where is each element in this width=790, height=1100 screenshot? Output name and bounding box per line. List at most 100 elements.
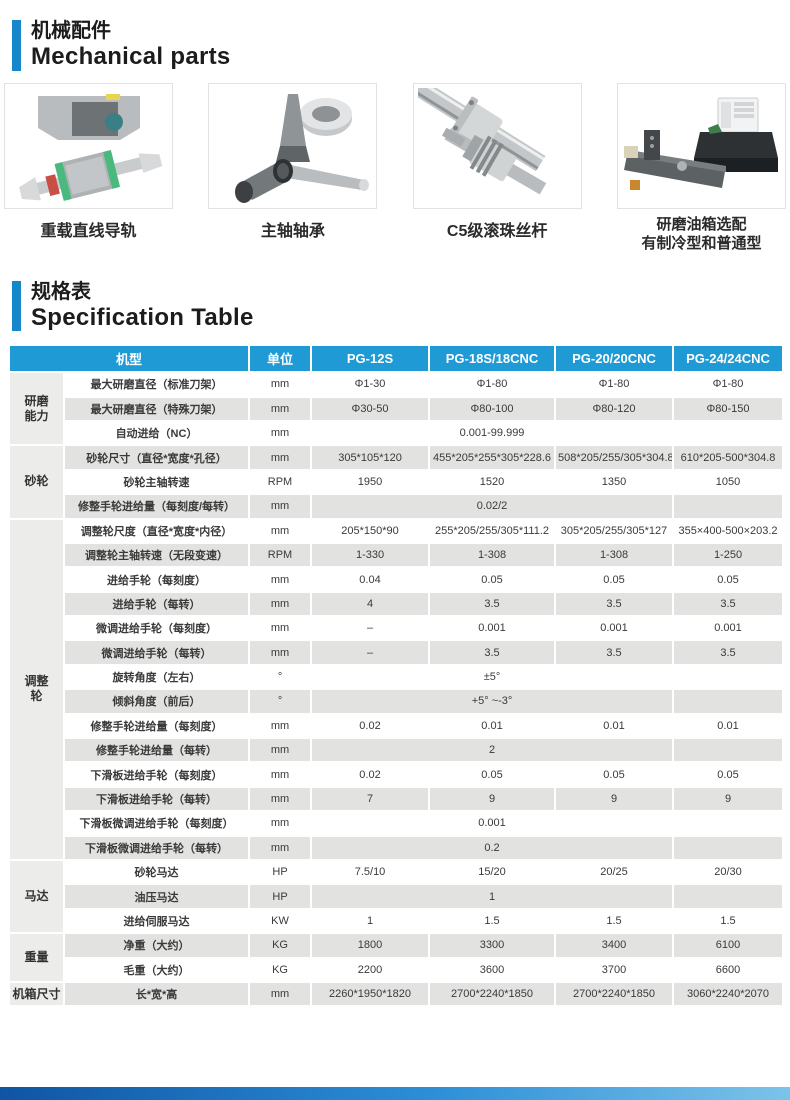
- spec-name-cell: 进给伺服马达: [62, 907, 251, 935]
- spec-name-cell: 砂轮尺寸（直径*宽度*孔径）: [62, 444, 251, 471]
- product-label: 主轴轴承: [260, 222, 325, 240]
- table-row: 旋转角度（左右） ° ±5°: [9, 663, 785, 691]
- value-cell: 1950: [310, 468, 431, 496]
- group-label: 机箱尺寸: [8, 980, 65, 1008]
- product-linear-guide: 重载直线导轨: [4, 82, 173, 254]
- value-cell: 1350: [554, 468, 675, 496]
- value-span-cell: +5° ~-3°: [310, 688, 675, 715]
- spec-name-cell: 调整轮尺度（直径*宽度*内径）: [62, 517, 251, 544]
- value-empty-cell: [672, 493, 785, 520]
- value-span-cell: 2: [310, 737, 675, 764]
- value-cell: 3.5: [554, 590, 675, 618]
- spec-name-cell: 旋转角度（左右）: [62, 663, 251, 691]
- value-empty-cell: [672, 810, 785, 837]
- spec-name-cell: 下滑板进给手轮（每转）: [62, 785, 251, 813]
- value-cell: –: [310, 639, 431, 666]
- header-model-3: PG-20/20CNC: [554, 344, 675, 374]
- value-cell: Φ1-30: [310, 371, 431, 398]
- value-cell: 3400: [554, 932, 675, 959]
- table-row: 修整手轮进给量（每转） mm 2: [9, 737, 785, 764]
- spec-name-cell: 修整手轮进给量（每刻度/每转）: [62, 493, 251, 520]
- spec-name-cell: 下滑板进给手轮（每刻度）: [62, 761, 251, 788]
- value-cell: Φ30-50: [310, 395, 431, 422]
- spec-name-cell: 长*宽*高: [62, 980, 251, 1008]
- value-cell: 0.001: [428, 615, 557, 642]
- header-model: 机型: [7, 344, 251, 374]
- product-label: C5级滚珠丝杆: [446, 222, 548, 240]
- value-cell: 3600: [428, 956, 557, 983]
- unit-cell: mm: [248, 737, 313, 764]
- unit-cell: mm: [248, 517, 313, 544]
- table-row: 油压马达 HP 1: [9, 883, 785, 910]
- unit-cell: mm: [248, 761, 313, 788]
- unit-cell: mm: [248, 980, 313, 1008]
- value-empty-cell: [672, 883, 785, 910]
- unit-cell: mm: [248, 371, 313, 398]
- value-cell: 305*205/255/305*127: [554, 517, 675, 544]
- unit-cell: mm: [248, 712, 313, 740]
- spec-name-cell: 进给手轮（每刻度）: [62, 566, 251, 593]
- spec-name-cell: 砂轮马达: [62, 858, 251, 886]
- linear-guide-photo: [4, 82, 173, 209]
- value-cell: 0.05: [554, 761, 675, 788]
- table-row: 进给伺服马达 KW 1 1.5 1.5 1.5: [9, 907, 785, 935]
- value-cell: 0.05: [428, 566, 557, 593]
- unit-cell: KG: [248, 932, 313, 959]
- unit-cell: mm: [248, 395, 313, 422]
- value-cell: 1050: [672, 468, 785, 496]
- spindle-bearing-illustration: [234, 93, 369, 203]
- value-empty-cell: [672, 688, 785, 715]
- unit-cell: °: [248, 663, 313, 691]
- spindle-bearing-photo: [208, 82, 378, 209]
- table-row: 最大研磨直径（特殊刀架） mm Φ30-50 Φ80-100 Φ80-120 Φ80-15…: [9, 395, 785, 422]
- value-cell: 1800: [310, 932, 431, 959]
- value-cell: –: [310, 615, 431, 642]
- value-empty-cell: [672, 419, 785, 447]
- value-cell: 455*205*255*305*228.6: [428, 444, 557, 471]
- spec-name-cell: 微调进给手轮（每刻度）: [62, 615, 251, 642]
- table-row: 毛重（大约） KG 2200 3600 3700 6600: [9, 956, 785, 983]
- table-row: 自动进给（NC） mm 0.001-99.999: [9, 419, 785, 447]
- value-empty-cell: [672, 834, 785, 862]
- spec-name-cell: 净重（大约）: [62, 932, 251, 959]
- unit-cell: mm: [248, 615, 313, 642]
- spec-name-cell: 下滑板微调进给手轮（每刻度）: [62, 810, 251, 837]
- value-span-cell: 0.001: [310, 810, 675, 837]
- unit-cell: RPM: [248, 468, 313, 496]
- spec-table-body: 研磨 能力 最大研磨直径（标准刀架） mm Φ1-30 Φ1-80 Φ1-80 Φ1-80 最大…: [8, 371, 785, 1008]
- specification-table: 机型 单位 PG-12S PG-18S/18CNC PG-20/20CNC PG…: [7, 344, 785, 1008]
- unit-cell: mm: [248, 566, 313, 593]
- unit-cell: mm: [248, 419, 313, 447]
- spec-name-cell: 修整手轮进给量（每刻度）: [62, 712, 251, 740]
- spec-name-cell: 最大研磨直径（标准刀架）: [62, 371, 251, 398]
- value-cell: 0.01: [428, 712, 557, 740]
- specification-header: 规格表 Specification Table: [12, 280, 790, 332]
- product-spindle-bearing: 主轴轴承: [208, 82, 378, 254]
- table-row: 微调进给手轮（每刻度） mm –0.001 0.001 0.001: [9, 615, 785, 642]
- catalog-page: 机械配件 Mechanical parts: [4, 20, 790, 1008]
- table-row: 重量 净重（大约） KG 1800 3300 3400 6100: [8, 932, 785, 983]
- value-cell: 1-330: [310, 541, 431, 569]
- unit-cell: HP: [248, 858, 313, 886]
- table-header-row: 机型 单位 PG-12S PG-18S/18CNC PG-20/20CNC PG…: [7, 344, 785, 374]
- value-cell: 1.5: [428, 907, 557, 935]
- value-cell: 508*205/255/305*304.8: [554, 444, 675, 471]
- value-cell: Φ80-120: [554, 395, 675, 422]
- value-cell: 3.5: [428, 590, 557, 618]
- section-title-zh: 机械配件: [31, 20, 111, 42]
- value-cell: 6100: [672, 932, 785, 959]
- value-cell: 9: [428, 785, 557, 813]
- unit-cell: mm: [248, 834, 313, 862]
- spec-name-cell: 修整手轮进给量（每转）: [62, 737, 251, 764]
- value-cell: 2700*2240*1850: [554, 980, 675, 1008]
- spec-name-cell: 最大研磨直径（特殊刀架）: [62, 395, 251, 422]
- blue-accent-bar: [12, 20, 21, 71]
- value-cell: 0.001: [554, 615, 675, 642]
- value-cell: 0.001: [672, 615, 785, 642]
- spec-name-cell: 油压马达: [62, 883, 251, 910]
- value-cell: 9: [672, 785, 785, 813]
- value-cell: Φ1-80: [428, 371, 557, 398]
- table-row: 马达 砂轮马达 HP 7.5/10 15/20 20/25 20/30: [8, 858, 785, 935]
- group-label: 重量: [8, 932, 65, 983]
- value-cell: 0.02: [310, 761, 431, 788]
